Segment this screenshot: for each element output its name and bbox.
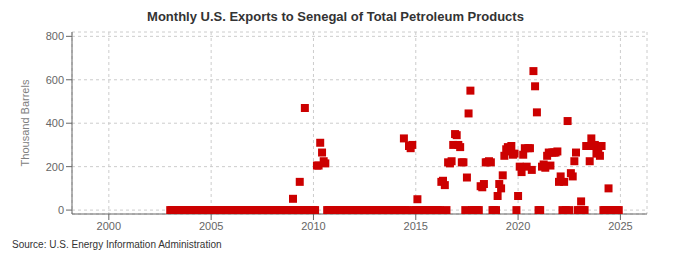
svg-text:0: 0: [58, 204, 64, 216]
svg-text:2025: 2025: [608, 220, 632, 232]
svg-text:2005: 2005: [199, 220, 223, 232]
svg-text:2000: 2000: [97, 220, 121, 232]
svg-text:2010: 2010: [301, 220, 325, 232]
svg-text:200: 200: [46, 161, 64, 173]
svg-text:2020: 2020: [506, 220, 530, 232]
svg-text:600: 600: [46, 74, 64, 86]
svg-text:800: 800: [46, 30, 64, 42]
html-text:Monthly U.S. Exports to Senega: Monthly U.S. Exports to Senegal of Total…: [147, 9, 524, 24]
svg-text:2015: 2015: [404, 220, 428, 232]
html-text:Source: U.S. Energy Informatio: Source: U.S. Energy Information Administ…: [12, 239, 222, 250]
svg-text:Thousand Barrels: Thousand Barrels: [19, 79, 31, 166]
svg-text:400: 400: [46, 117, 64, 129]
